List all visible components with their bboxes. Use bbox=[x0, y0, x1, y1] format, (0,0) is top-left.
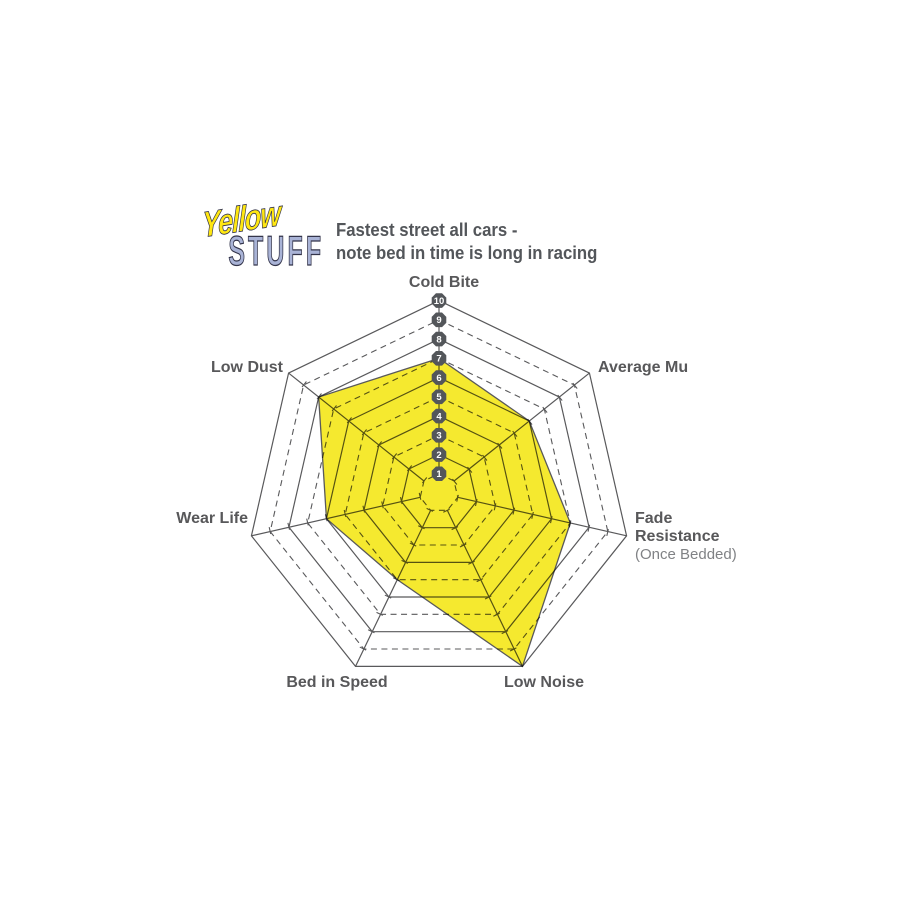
svg-text:3: 3 bbox=[436, 431, 441, 442]
svg-text:1: 1 bbox=[436, 469, 442, 480]
svg-text:8: 8 bbox=[436, 334, 441, 345]
svg-text:4: 4 bbox=[436, 411, 442, 422]
svg-text:10: 10 bbox=[434, 296, 445, 307]
svg-text:2: 2 bbox=[436, 450, 441, 461]
svg-text:6: 6 bbox=[436, 373, 441, 384]
svg-text:9: 9 bbox=[436, 315, 441, 326]
svg-text:7: 7 bbox=[436, 354, 441, 365]
svg-text:5: 5 bbox=[436, 392, 442, 403]
